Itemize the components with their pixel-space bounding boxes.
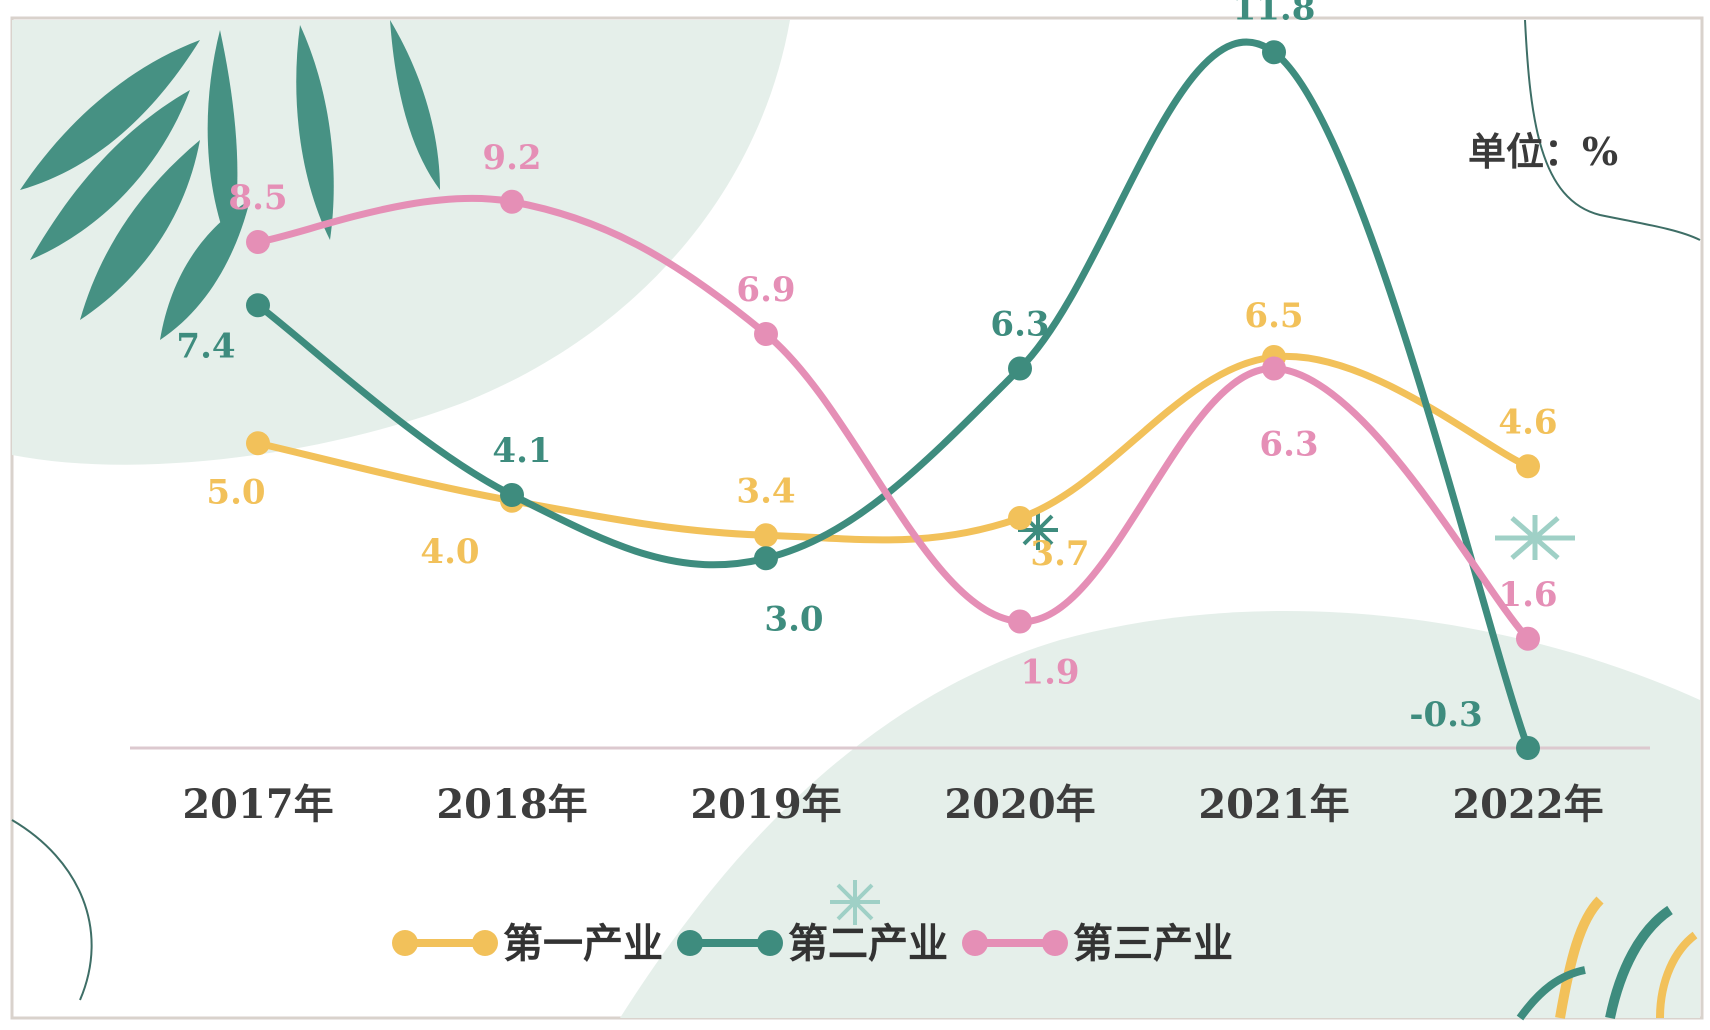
legend-marker (962, 930, 988, 956)
legend: 第一产业 第二产业 第三产业 (392, 921, 1233, 967)
data-point (754, 322, 778, 346)
legend-item: 第三产业 (962, 921, 1233, 967)
data-label: 9.2 (482, 138, 541, 178)
data-point (246, 293, 270, 318)
bg-thin-line-top-right (1524, 19, 1701, 241)
x-tick-label: 2018年 (436, 781, 587, 828)
sparkle-icon (830, 880, 880, 925)
series-layer (246, 38, 1540, 760)
legend-marker (677, 930, 703, 956)
data-point (1262, 356, 1286, 381)
data-label: 6.9 (736, 270, 795, 310)
data-label: 4.1 (492, 431, 551, 471)
data-point (500, 189, 524, 214)
data-point (754, 523, 778, 548)
data-label: 3.4 (736, 471, 795, 511)
data-point (1516, 454, 1540, 479)
data-label: -0.3 (1409, 695, 1482, 735)
x-axis-ticks: 2017年 2018年 2019年 2020年 2021年 2022年 (182, 781, 1603, 828)
sparkle-icon (1495, 515, 1575, 560)
data-point (1262, 40, 1286, 65)
data-label: 6.3 (990, 305, 1049, 345)
data-point (1008, 609, 1032, 634)
data-label: 11.8 (1233, 0, 1316, 28)
x-tick-label: 2021年 (1198, 781, 1349, 828)
data-label: 4.0 (420, 532, 479, 572)
background-decoration (10, 16, 1704, 1021)
data-point (1008, 506, 1032, 530)
data-label: 4.6 (1498, 402, 1557, 442)
data-label: 7.4 (176, 326, 235, 366)
legend-item: 第二产业 (677, 921, 948, 967)
x-tick-label: 2017年 (182, 781, 333, 828)
data-point (1516, 626, 1540, 651)
x-tick-label: 2019年 (690, 781, 841, 828)
x-tick-label: 2020年 (944, 781, 1095, 828)
grass-icon (1516, 896, 1698, 1021)
legend-label: 第二产业 (788, 921, 948, 967)
legend-marker (472, 930, 498, 956)
data-label: 6.3 (1259, 425, 1318, 465)
data-label: 6.5 (1244, 296, 1303, 336)
legend-marker (1042, 930, 1068, 956)
bg-thin-line-left (11, 819, 93, 1001)
legend-item: 第一产业 (392, 921, 663, 967)
leaf-cluster-icon (20, 20, 440, 340)
legend-marker (392, 930, 418, 956)
data-label: 1.9 (1020, 653, 1079, 693)
data-point (1008, 356, 1032, 381)
data-label: 3.0 (764, 599, 823, 639)
data-label: 5.0 (206, 472, 265, 512)
data-point (500, 483, 524, 507)
unit-label: 单位：% (1468, 129, 1618, 174)
data-label: 8.5 (228, 178, 287, 218)
data-point (1516, 736, 1540, 760)
legend-label: 第三产业 (1073, 921, 1233, 967)
legend-marker (757, 930, 783, 956)
x-tick-label: 2022年 (1452, 781, 1603, 828)
legend-label: 第一产业 (503, 921, 663, 967)
data-label: 1.6 (1498, 575, 1557, 615)
data-labels: 5.0 4.0 3.4 3.7 6.5 4.6 7.4 4.1 3.0 6.3 11.8 -0.3 8.… (176, 0, 1557, 735)
bg-blob-top-left (12, 20, 790, 465)
data-point (246, 431, 270, 456)
data-point (754, 546, 778, 571)
data-label: 3.7 (1030, 534, 1089, 574)
bg-blob-bottom-right (620, 610, 1700, 1018)
data-point (246, 230, 270, 254)
